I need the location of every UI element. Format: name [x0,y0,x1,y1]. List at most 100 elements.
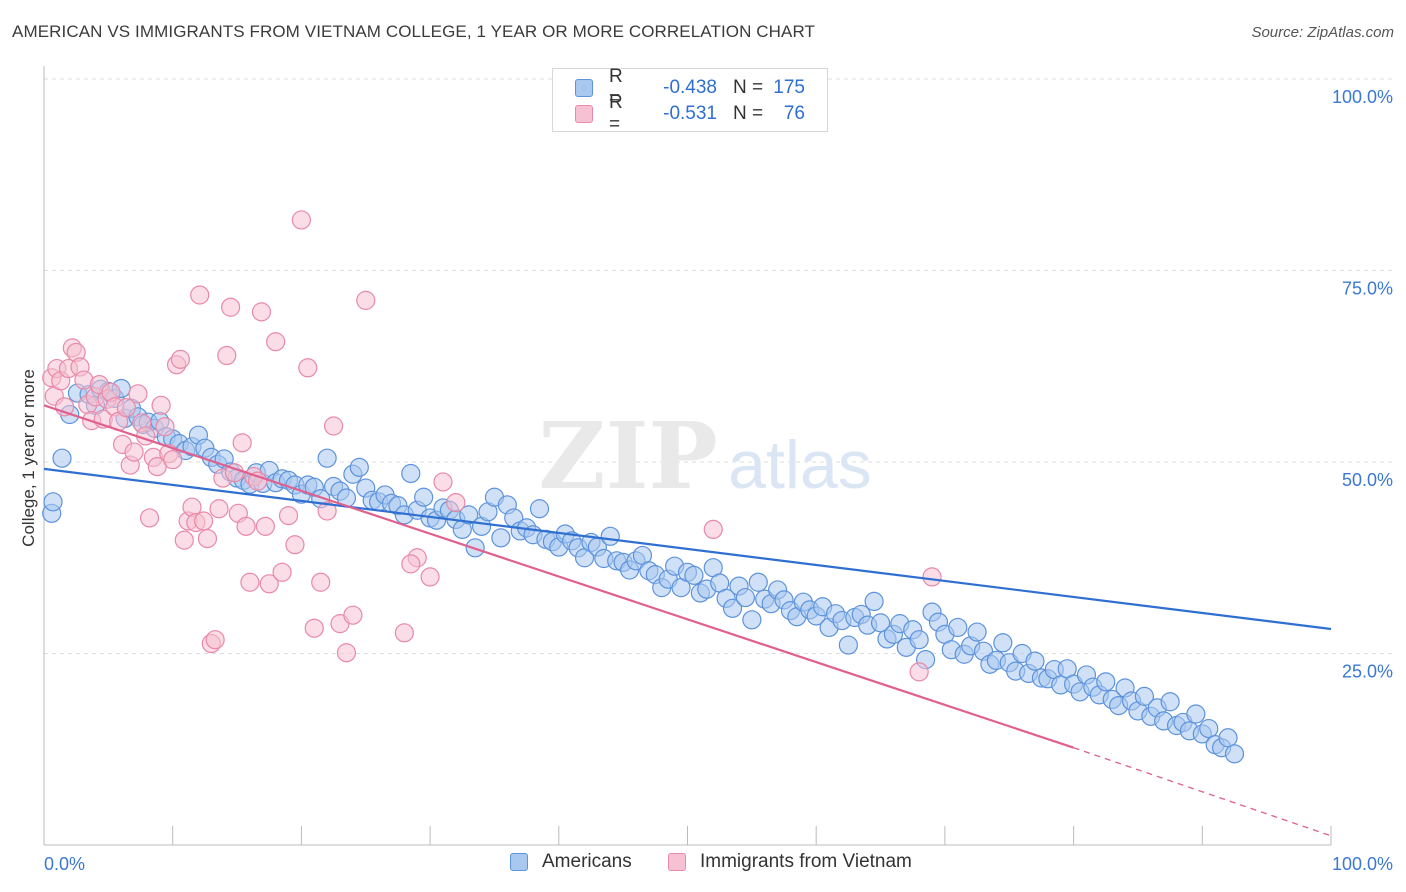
data-point [684,565,704,585]
trend-line-vietnam-extension [1073,747,1332,837]
data-point [349,457,369,477]
data-point [922,567,942,587]
data-point [266,332,286,352]
legend-label-americans: Americans [542,851,632,872]
legend-swatch-vietnam [575,105,593,123]
data-point [909,630,929,650]
data-point [323,416,344,436]
tick-labels: 100.0% 75.0% 50.0% 25.0% 0.0% 100.0% [44,87,1393,874]
data-point [967,622,987,642]
y-tick-label: 50.0% [1342,470,1393,490]
legend-item-vietnam: Immigrants from Vietnam [668,851,912,873]
data-point [343,605,363,625]
legend-row-americans: R = -0.438 N = 175 [575,66,805,109]
data-point [255,516,275,536]
y-tick-label: 100.0% [1332,87,1393,107]
data-point [722,598,743,618]
legend-r-value: -0.438 [663,77,717,98]
data-point [838,635,858,655]
data-point [190,285,210,305]
data-point [1134,686,1154,706]
data-point [356,290,376,310]
data-point [491,528,511,548]
trend-line-vietnam [43,404,1074,749]
data-point [1186,704,1206,724]
legend-row-vietnam: R = -0.531 N = 76 [575,92,805,135]
data-point [909,662,929,682]
data-point [742,610,762,630]
data-point [311,572,331,592]
data-point [1160,692,1180,712]
legend-swatch-americans [510,853,528,871]
data-point [703,519,723,540]
data-point [401,554,421,574]
data-point [748,572,768,592]
watermark-atlas: atlas [728,427,872,503]
data-point [128,384,148,404]
data-point [948,617,968,638]
data-point [420,567,440,587]
data-point [209,499,229,519]
data-point [529,499,550,519]
trend-line-americans [43,467,1332,631]
data-point [864,591,884,612]
data-point [433,472,453,492]
legend-n-label: N = [733,77,764,98]
data-point [600,526,620,546]
watermark-zip: ZIP [538,402,717,510]
data-point [259,574,279,594]
data-point [394,623,414,643]
data-point [298,358,318,378]
source-label: Source: ZipAtlas.com [1251,24,1394,41]
data-point [317,501,337,521]
data-point [1224,744,1245,764]
data-point [155,417,175,437]
data-point [151,395,171,415]
y-tick-label: 75.0% [1342,279,1393,299]
data-point [197,528,218,549]
data-point [43,492,63,512]
legend-label-vietnam: Immigrants from Vietnam [700,851,912,872]
chart-title: AMERICAN VS IMMIGRANTS FROM VIETNAM COLL… [12,22,816,41]
data-point [251,302,272,322]
data-point [446,492,466,513]
legend-r-value: -0.531 [663,103,717,124]
x-tick-label: 100.0% [1332,854,1393,874]
legend-r-label: R = [609,92,623,135]
data-point [170,349,191,369]
trend-lines [43,404,1332,837]
data-point [232,433,252,453]
legend-swatch-vietnam [668,853,686,871]
y-axis-label: College, 1 year or more [19,369,38,547]
data-point [272,562,292,582]
legend-n-label: N = [733,103,764,124]
data-point [116,398,136,418]
data-point [217,345,237,366]
legend-swatch-americans [575,79,593,97]
data-point [236,516,256,536]
axes [43,66,1332,846]
legend-n-value: 175 [773,77,805,98]
data-point [221,297,241,317]
x-tick-label: 0.0% [44,854,85,874]
data-point [205,630,225,650]
data-point [248,471,268,491]
data-point [52,448,72,468]
data-point [193,511,214,531]
data-point [291,210,311,230]
data-point [735,587,756,608]
data-point [139,508,160,528]
data-point [1096,672,1116,692]
data-point [414,487,434,507]
series-vietnam-points [42,210,942,682]
data-point [174,530,194,550]
data-point [240,572,260,592]
data-point [124,442,144,462]
legend-n-value: 76 [783,103,805,124]
data-point [317,448,337,468]
data-point [459,505,479,525]
data-point [163,450,183,470]
legend-r-label: R = [609,66,623,109]
data-point [1199,718,1219,739]
y-tick-label: 25.0% [1342,662,1393,682]
